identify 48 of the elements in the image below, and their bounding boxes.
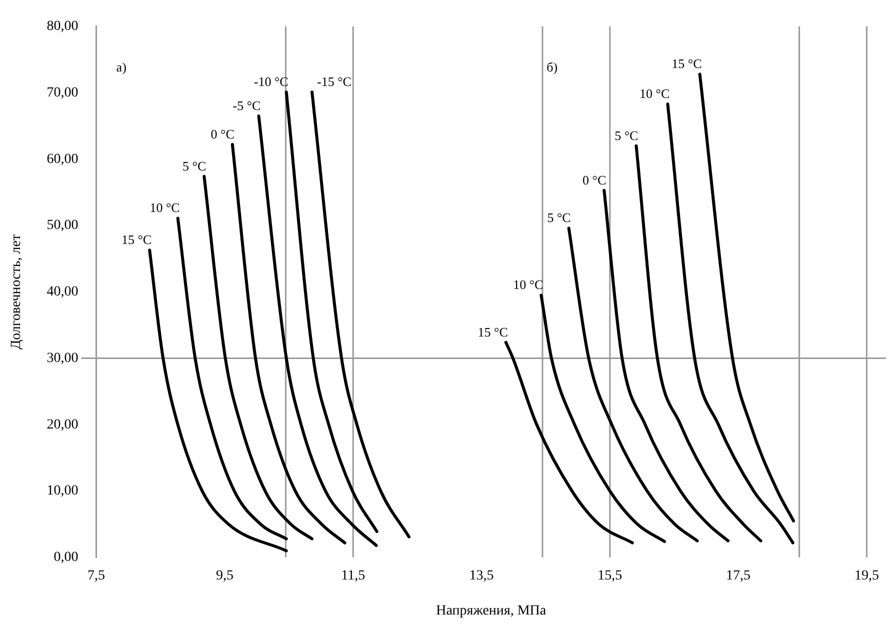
series-label: 15 °C (121, 232, 152, 248)
y-tick-label: 40,00 (46, 284, 78, 300)
series-label: -15 °C (317, 74, 352, 90)
series-label: 15 °C (478, 324, 508, 340)
x-tick-label: 7,5 (88, 568, 106, 584)
y-tick-label: 0,00 (54, 550, 78, 566)
x-tick-label: 13,5 (469, 568, 494, 584)
series-label: -10 °C (254, 74, 288, 90)
y-tick-label: 10,00 (46, 484, 78, 499)
line-series (540, 294, 666, 543)
line-series (567, 226, 699, 542)
line-series (176, 216, 288, 540)
series-label: 15 °C (672, 56, 702, 72)
x-tick-label: 11,5 (341, 568, 366, 584)
series-label: -5 °C (232, 98, 261, 113)
line-series (666, 102, 794, 544)
series-label: 10 °C (640, 86, 670, 101)
series-label: 5 °C (182, 158, 206, 174)
x-tick-label: 17,5 (726, 568, 751, 584)
series-label: 5 °C (614, 128, 638, 143)
y-tick-label: 30,00 (46, 350, 78, 366)
y-tick-label: 60,00 (46, 152, 78, 167)
line-series (602, 188, 730, 542)
line-series (284, 90, 378, 534)
line-series (148, 248, 288, 552)
y-tick-label: 50,00 (46, 218, 78, 234)
series-label: 10 °C (150, 200, 180, 216)
line-series (202, 174, 314, 540)
line-series (504, 340, 634, 544)
y-tick-label: 70,00 (46, 85, 78, 100)
line-series (310, 90, 410, 538)
line-series (230, 143, 346, 544)
annotation: а) (116, 59, 126, 74)
line-series (634, 144, 762, 542)
x-tick-label: 9,5 (216, 568, 234, 584)
series-label: 0 °C (210, 126, 234, 142)
line-series (257, 114, 378, 547)
x-tick-label: 15,5 (598, 568, 622, 584)
series-label: 5 °C (547, 210, 571, 226)
series-label: 0 °C (582, 172, 606, 188)
x-axis-title: Напряжения, МПа (436, 603, 547, 618)
y-tick-label: 20,00 (46, 417, 78, 432)
line-series (698, 72, 796, 522)
annotation: б) (546, 59, 558, 74)
y-tick-label: 80,00 (46, 19, 78, 34)
series-label: 10 °C (513, 277, 544, 292)
x-tick-label: 19,5 (854, 568, 879, 584)
y-axis-title: Долговечность, лет (9, 234, 24, 350)
